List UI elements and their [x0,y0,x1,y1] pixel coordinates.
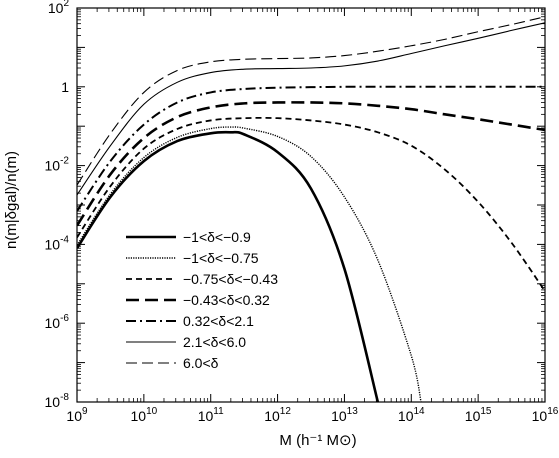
axis-ticks: 109 1010 1011 1012 1013 1014 1015 1016 10-8 10-6 1… [45,0,559,424]
y-axis-label: n(m|δgal)/n(m) [3,151,20,249]
x-tick-label: 1012 [264,406,291,424]
series-line-5 [77,85,545,212]
legend-label: −0.43<δ<0.32 [183,292,270,308]
legend-label: 6.0<δ [183,355,219,371]
x-tick-label: 109 [66,406,88,424]
series-line-3 [77,116,545,292]
legend-label: −0.75<δ<−0.43 [183,271,278,287]
series-line-6 [77,22,545,196]
legend: −1<δ<−0.9 −1<δ<−0.75 −0.75<δ<−0.43 −0.43<δ<… [126,229,278,371]
y-tick-label: 10-4 [45,234,70,252]
y-tick-label: 10-2 [45,156,70,174]
legend-label: −1<δ<−0.9 [183,229,251,245]
x-tick-label: 1015 [465,406,492,424]
legend-label: 0.32<δ<2.1 [183,313,254,329]
series-line-1 [77,130,380,402]
series-line-4 [77,101,545,227]
plot-border [76,7,546,403]
y-tick-label: 10-8 [45,392,70,410]
series-line-2 [77,126,422,402]
legend-label: 2.1<δ<6.0 [183,334,246,350]
x-tick-label: 1016 [532,406,559,424]
x-axis-label: M (h⁻¹ M⊙) [279,432,356,449]
x-tick-label: 1011 [198,406,224,424]
curves [77,16,545,402]
y-tick-label: 10-6 [45,313,70,331]
x-tick-label: 1014 [398,406,425,424]
axis-labels: M (h⁻¹ M⊙) n(m|δgal)/n(m) [3,151,357,449]
y-tick-label: 102 [48,0,70,16]
x-tick-label: 1013 [331,406,358,424]
y-tick-label: 1 [61,79,69,95]
series-line-7 [77,16,545,186]
x-tick-label: 1010 [131,406,158,424]
legend-label: −1<δ<−0.75 [183,250,259,266]
plot-frame [76,7,546,403]
